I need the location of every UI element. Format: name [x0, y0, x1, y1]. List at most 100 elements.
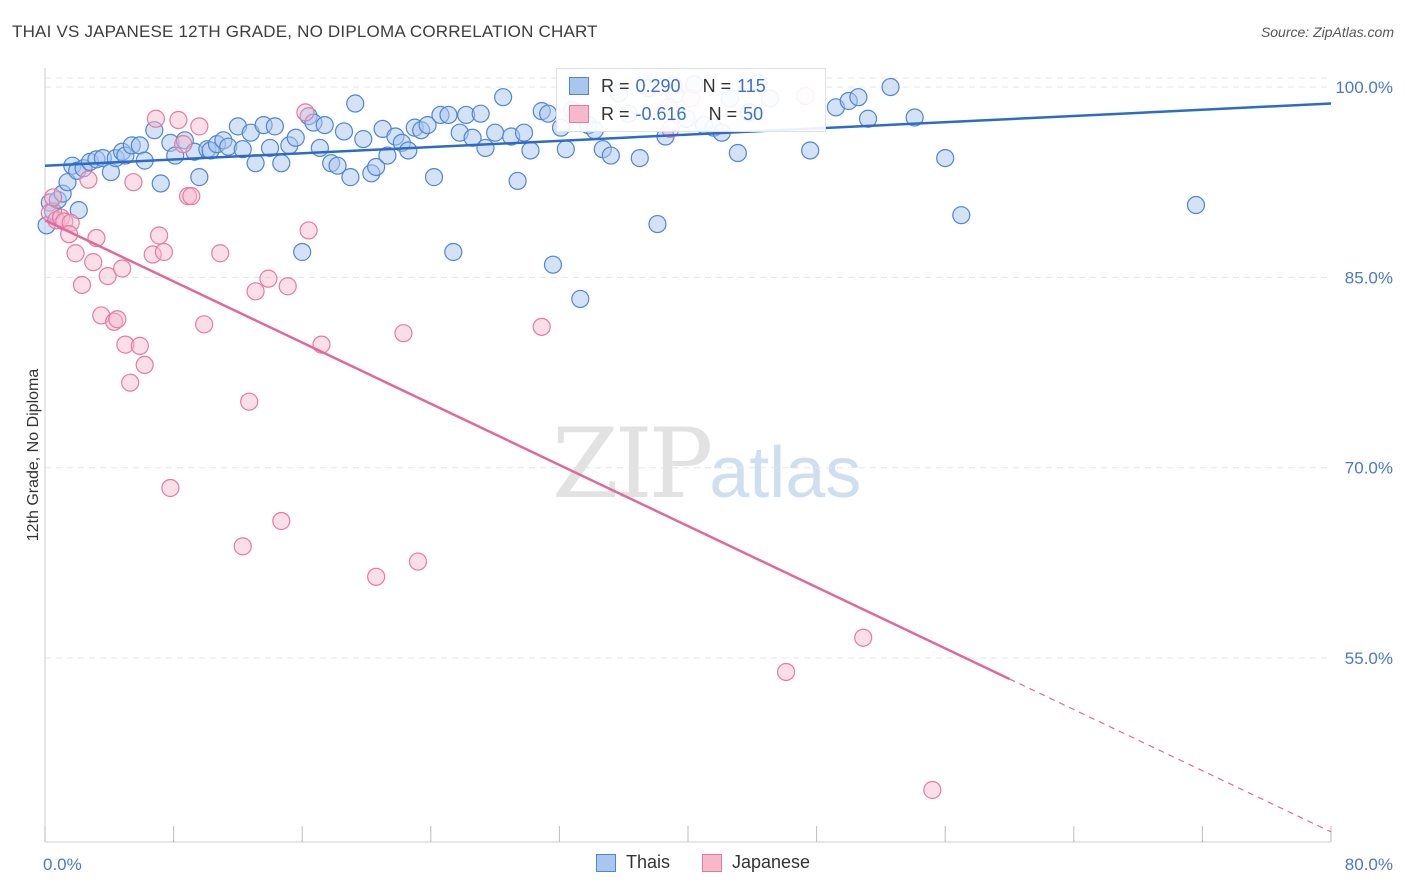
legend-n-label: N = [702, 75, 732, 96]
japanese-point [116, 335, 135, 354]
y-tick-label: 70.0% [1345, 459, 1393, 478]
thai-point [905, 108, 924, 127]
japanese-point [174, 135, 193, 154]
thai-point [881, 77, 900, 97]
japanese-point [394, 324, 413, 343]
thai-point [233, 140, 252, 159]
japanese-point [923, 780, 942, 800]
japanese-point [98, 266, 117, 286]
thai-points [37, 74, 1206, 309]
japanese-point [240, 392, 259, 411]
japanese-points [40, 76, 942, 800]
thai-point [444, 242, 463, 262]
japanese-point [854, 628, 873, 647]
thai-point [367, 157, 386, 177]
thai-point [486, 123, 505, 142]
chart-source: Source: ZipAtlas.com [1260, 24, 1394, 40]
thai-point [849, 88, 868, 107]
thai-point [601, 146, 620, 165]
japanese-point [66, 244, 85, 263]
japanese-point [113, 259, 132, 278]
japanese-point [246, 282, 265, 301]
thai-point [648, 214, 667, 234]
watermark-atlas: atlas [709, 433, 862, 513]
trend-lines [44, 102, 1332, 833]
axes [44, 68, 1332, 843]
japanese-point [532, 317, 551, 336]
thai-point [1186, 195, 1206, 215]
thai-point [315, 115, 334, 135]
thai-point [630, 148, 649, 168]
japanese-point [195, 315, 214, 334]
chart-title: THAI VS JAPANESE 12TH GRADE, NO DIPLOMA … [12, 22, 598, 41]
japanese-point [72, 275, 92, 295]
thai-point [514, 123, 534, 142]
legend-item-thais[interactable]: Thais [595, 852, 670, 873]
thai-point [556, 140, 575, 159]
thai-point [463, 128, 482, 147]
thai-point [539, 104, 558, 123]
japanese-point [367, 567, 386, 586]
japanese-trend-extension [1009, 678, 1332, 833]
thai-point [260, 138, 280, 158]
thai-point [424, 168, 444, 187]
legend-r-label: R = [601, 75, 630, 96]
japanese-point [211, 244, 230, 263]
japanese-point [190, 117, 209, 136]
legend-label-japanese: Japanese [731, 852, 811, 872]
legend-swatch-thai [569, 77, 589, 95]
thai-trend-line [44, 102, 1332, 167]
legend-n-label: N = [708, 103, 738, 124]
thai-point [334, 122, 354, 141]
japanese-point [146, 109, 166, 128]
japanese-point [161, 478, 180, 498]
japanese-point [121, 373, 140, 392]
thai-point [151, 174, 170, 193]
thai-point [341, 168, 360, 187]
thai-point [354, 129, 373, 149]
x-tick-label: 80.0% [1345, 855, 1393, 874]
japanese-point [143, 245, 162, 264]
tick-labels: 100.0% 85.0% 70.0% 55.0% 0.0% 80.0% 12th Grade… [25, 78, 1393, 874]
japanese-point [233, 537, 252, 556]
y-tick-label: 85.0% [1345, 268, 1393, 287]
legend-row-thai: R = 0.290 N = 115 [569, 74, 766, 98]
japanese-point [84, 253, 103, 272]
thai-point [418, 115, 437, 135]
series-legend: Thais Japanese [0, 852, 1406, 873]
japanese-point [776, 662, 796, 682]
watermark: ZIPatlas [552, 408, 861, 520]
thai-point [145, 121, 164, 140]
japanese-point [296, 103, 315, 122]
thai-point [471, 104, 490, 123]
japanese-point [259, 269, 278, 288]
thai-point [952, 206, 971, 225]
japanese-point [40, 203, 59, 222]
thai-point [858, 109, 878, 128]
japanese-trend-line [44, 219, 1011, 681]
watermark-zip: ZIP [552, 408, 713, 520]
x-tick-label: 0.0% [43, 855, 82, 874]
japanese-point [130, 336, 149, 355]
thai-point [286, 128, 305, 147]
thai-point [936, 148, 955, 168]
thai-point [399, 141, 418, 160]
y-tick-label: 100.0% [1335, 78, 1393, 97]
thai-point [571, 289, 590, 309]
japanese-point [169, 110, 188, 130]
thai-point [508, 171, 527, 191]
thai-point [494, 88, 513, 107]
japanese-point [124, 173, 143, 192]
thai-point [521, 141, 540, 160]
legend-swatch-thais [595, 853, 616, 872]
thai-point [378, 146, 397, 165]
stats-legend: R = 0.290 N = 115 R = -0.616 N = 50 [556, 68, 826, 132]
thai-point [272, 154, 291, 173]
y-axis-title: 12th Grade, No Diploma [25, 369, 42, 542]
y-tick-label: 55.0% [1345, 649, 1393, 668]
legend-item-japanese[interactable]: Japanese [701, 852, 811, 873]
japanese-point [182, 187, 201, 206]
japanese-point [299, 221, 318, 240]
thai-point [265, 117, 284, 136]
